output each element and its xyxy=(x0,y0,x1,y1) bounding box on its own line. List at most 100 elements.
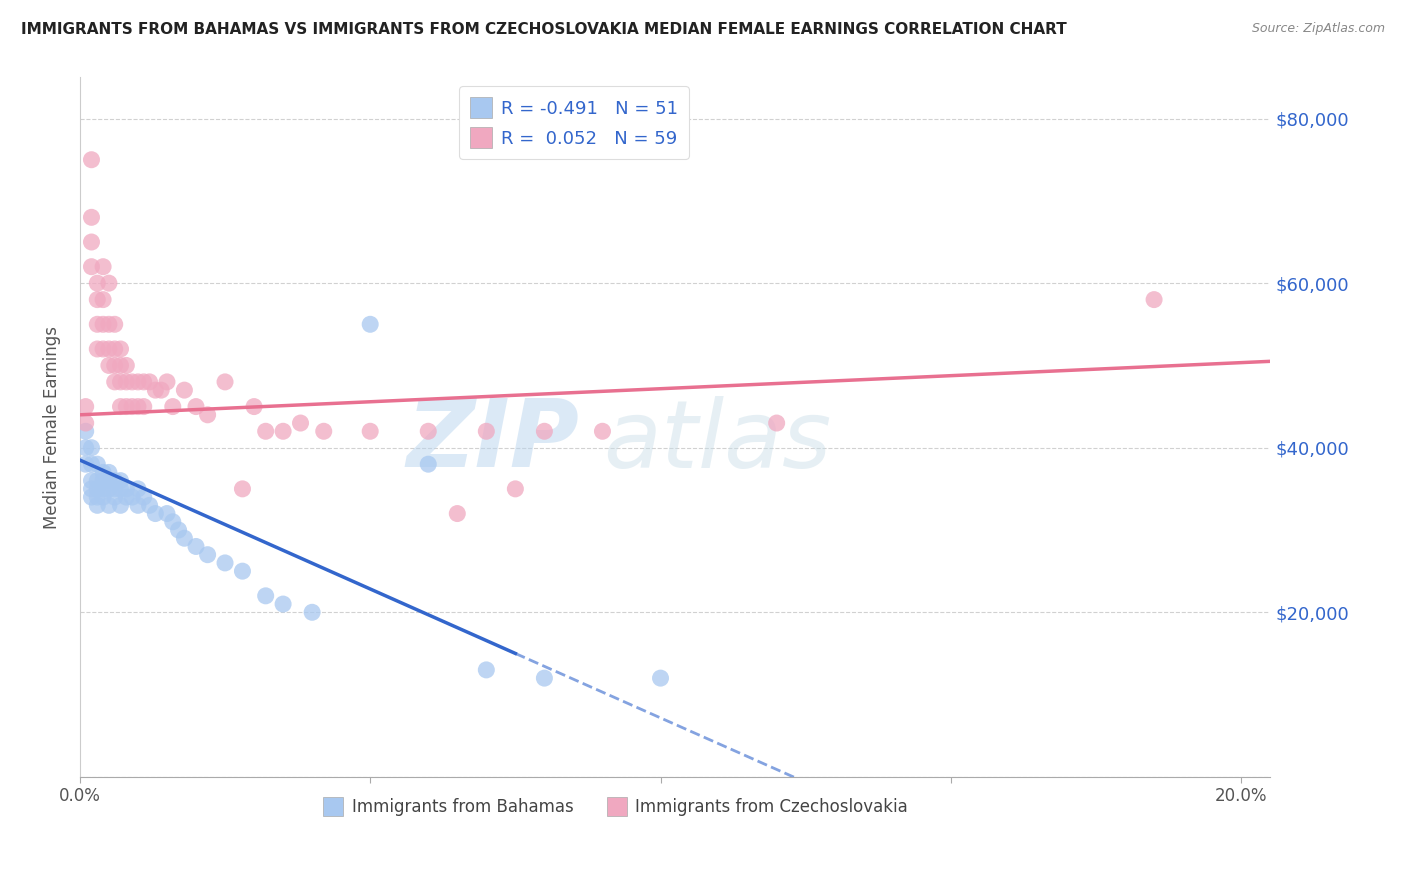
Point xyxy=(110,482,132,496)
Point xyxy=(86,318,108,332)
Point xyxy=(156,507,179,521)
Point xyxy=(121,490,143,504)
Point xyxy=(271,597,294,611)
Point xyxy=(127,482,149,496)
Point xyxy=(359,318,381,332)
Point xyxy=(243,400,266,414)
Legend: Immigrants from Bahamas, Immigrants from Czechoslovakia: Immigrants from Bahamas, Immigrants from… xyxy=(315,789,917,824)
Point xyxy=(80,490,103,504)
Point xyxy=(75,416,97,430)
Point xyxy=(115,400,138,414)
Point xyxy=(86,457,108,471)
Point xyxy=(110,375,132,389)
Point xyxy=(1143,293,1166,307)
Point xyxy=(143,383,166,397)
Point xyxy=(121,400,143,414)
Point xyxy=(104,474,127,488)
Point xyxy=(104,318,127,332)
Point xyxy=(533,424,555,438)
Point xyxy=(91,293,114,307)
Point xyxy=(115,482,138,496)
Point xyxy=(132,400,155,414)
Point xyxy=(254,424,277,438)
Point xyxy=(110,474,132,488)
Point xyxy=(127,400,149,414)
Point xyxy=(446,507,468,521)
Point xyxy=(138,499,160,513)
Point xyxy=(86,482,108,496)
Point xyxy=(115,359,138,373)
Point xyxy=(650,671,672,685)
Y-axis label: Median Female Earnings: Median Female Earnings xyxy=(44,326,60,529)
Point xyxy=(143,507,166,521)
Point xyxy=(86,342,108,356)
Point xyxy=(86,474,108,488)
Point xyxy=(97,474,120,488)
Point xyxy=(301,605,323,619)
Point xyxy=(80,441,103,455)
Point xyxy=(75,424,97,438)
Point xyxy=(121,375,143,389)
Point xyxy=(110,359,132,373)
Point xyxy=(591,424,613,438)
Point xyxy=(197,548,219,562)
Point xyxy=(97,466,120,480)
Point xyxy=(418,457,440,471)
Point xyxy=(359,424,381,438)
Point xyxy=(214,375,236,389)
Point xyxy=(173,531,195,545)
Point xyxy=(115,375,138,389)
Point xyxy=(91,342,114,356)
Text: ZIP: ZIP xyxy=(406,395,579,487)
Point xyxy=(80,153,103,167)
Point xyxy=(214,556,236,570)
Text: atlas: atlas xyxy=(603,396,832,487)
Point xyxy=(80,457,103,471)
Point xyxy=(150,383,173,397)
Point xyxy=(271,424,294,438)
Point xyxy=(91,466,114,480)
Point xyxy=(418,424,440,438)
Point xyxy=(97,318,120,332)
Point xyxy=(104,342,127,356)
Point xyxy=(104,359,127,373)
Point xyxy=(75,457,97,471)
Point xyxy=(97,276,120,290)
Point xyxy=(91,490,114,504)
Point xyxy=(127,499,149,513)
Point xyxy=(80,260,103,274)
Point xyxy=(86,293,108,307)
Point xyxy=(110,499,132,513)
Point xyxy=(231,564,253,578)
Point xyxy=(533,671,555,685)
Point xyxy=(86,499,108,513)
Point xyxy=(104,375,127,389)
Point xyxy=(91,482,114,496)
Point xyxy=(80,235,103,249)
Point xyxy=(104,490,127,504)
Point xyxy=(115,490,138,504)
Point xyxy=(110,400,132,414)
Point xyxy=(91,318,114,332)
Point xyxy=(132,375,155,389)
Point xyxy=(91,474,114,488)
Point xyxy=(75,441,97,455)
Point xyxy=(162,515,184,529)
Point xyxy=(156,375,179,389)
Text: IMMIGRANTS FROM BAHAMAS VS IMMIGRANTS FROM CZECHOSLOVAKIA MEDIAN FEMALE EARNINGS: IMMIGRANTS FROM BAHAMAS VS IMMIGRANTS FR… xyxy=(21,22,1067,37)
Point xyxy=(312,424,335,438)
Point xyxy=(197,408,219,422)
Point xyxy=(475,424,498,438)
Point xyxy=(184,540,207,554)
Point xyxy=(475,663,498,677)
Point xyxy=(184,400,207,414)
Point xyxy=(97,342,120,356)
Point xyxy=(132,490,155,504)
Point xyxy=(505,482,527,496)
Point xyxy=(254,589,277,603)
Point xyxy=(75,400,97,414)
Point xyxy=(162,400,184,414)
Point xyxy=(167,523,190,537)
Point xyxy=(231,482,253,496)
Point xyxy=(104,482,127,496)
